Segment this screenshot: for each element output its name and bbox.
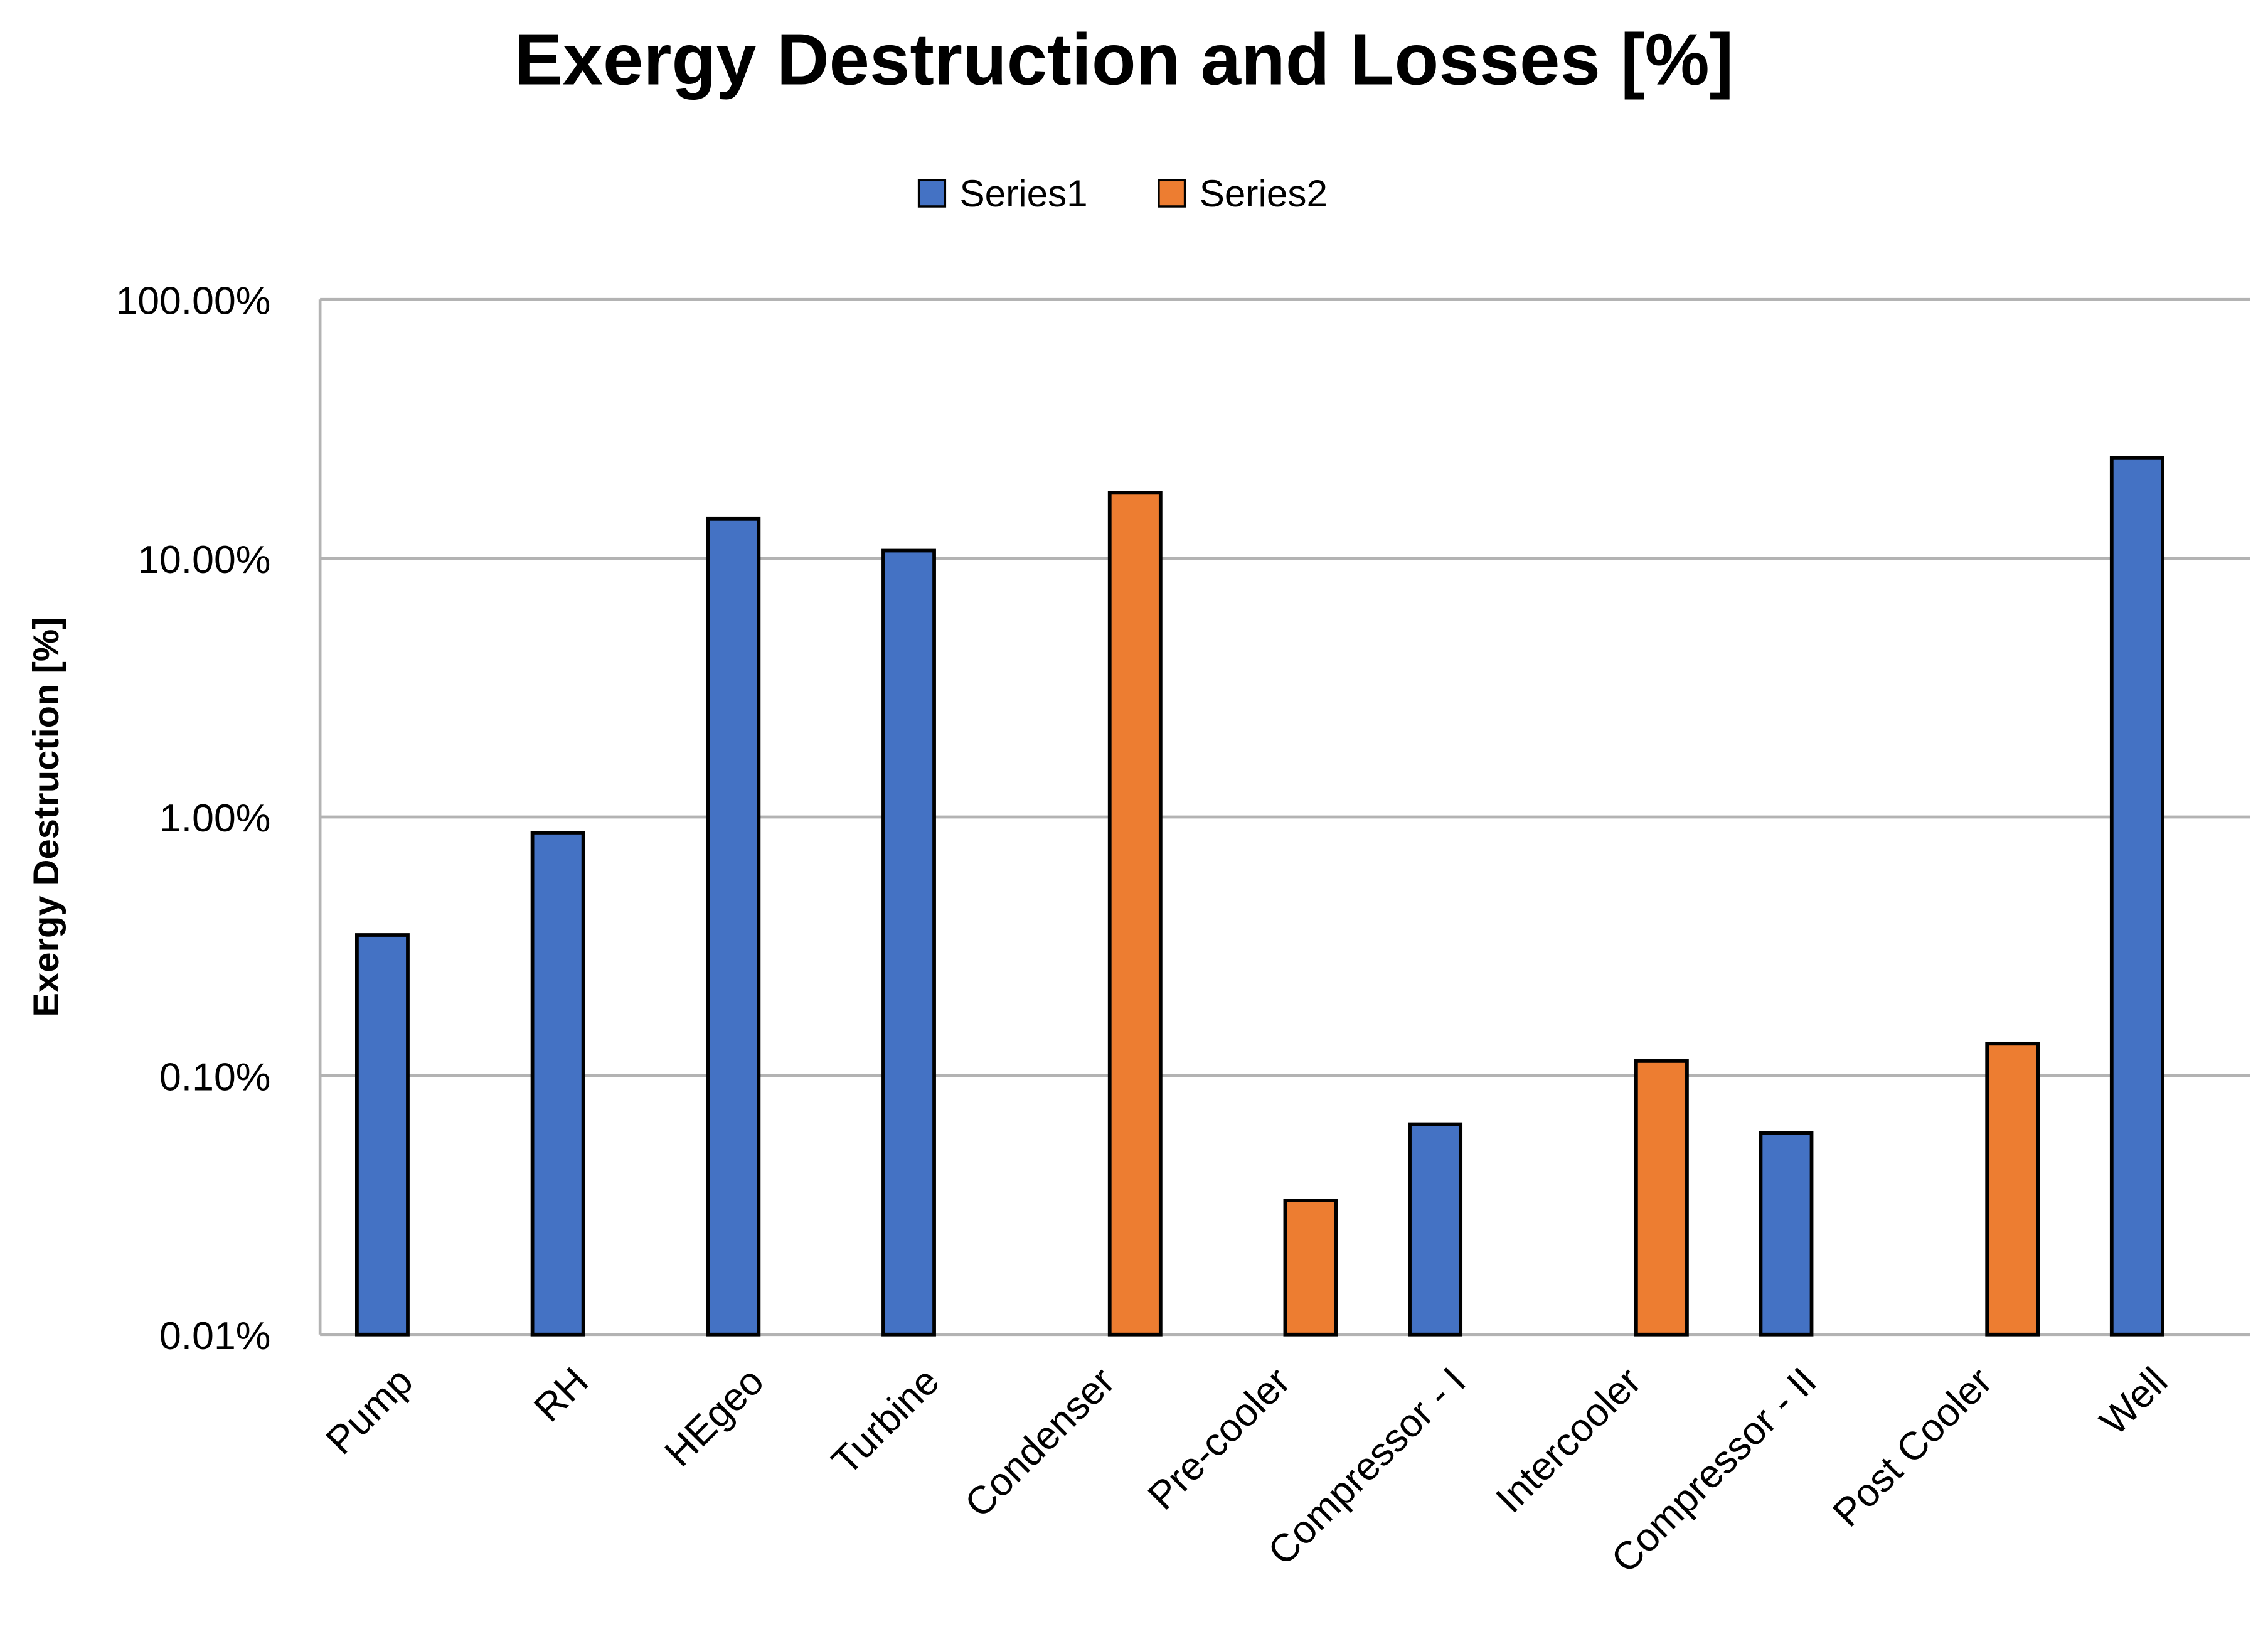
bar-series2-pre-cooler	[1283, 1199, 1338, 1337]
y-tick-label: 0.01%	[159, 1314, 270, 1358]
bar-series1-hegeo	[706, 516, 761, 1337]
y-axis-label: Exergy Destruction [%]	[26, 617, 67, 1017]
bar-series2-condenser	[1107, 491, 1163, 1337]
legend-label: Series1	[959, 172, 1087, 215]
bar-series1-compressor-i	[1408, 1122, 1463, 1337]
chart-title: Exergy Destruction and Losses [%]	[514, 18, 1733, 100]
x-tick-label: Intercooler	[1488, 1359, 1649, 1521]
bar-series1-well	[2109, 456, 2164, 1337]
bar-series1-rh	[530, 831, 585, 1337]
y-tick-label: 1.00%	[159, 796, 270, 840]
y-tick-label: 0.10%	[159, 1055, 270, 1099]
x-tick-label: HEgeo	[656, 1359, 772, 1475]
y-tick-label: 100.00%	[115, 279, 270, 323]
x-tick-label: Turbine	[824, 1359, 948, 1483]
x-tick-label: Post Cooler	[1824, 1359, 2001, 1535]
x-tick-label: RH	[526, 1359, 597, 1430]
x-tick-label: Well	[2092, 1359, 2176, 1444]
bar-series2-intercooler	[1634, 1059, 1689, 1337]
bar-series1-turbine	[881, 548, 936, 1337]
legend-swatch-series1	[917, 179, 947, 208]
bar-series1-compressor-ii	[1759, 1131, 1814, 1337]
x-tick-label: Condenser	[956, 1359, 1123, 1526]
x-tick-label: Pre-cooler	[1139, 1359, 1299, 1519]
bar-series1-pump	[354, 933, 410, 1337]
y-tick-label: 10.00%	[137, 538, 270, 582]
x-tick-label: Pump	[317, 1359, 421, 1463]
legend-swatch-series2	[1158, 179, 1186, 208]
bar-series2-post-cooler	[1985, 1042, 2040, 1337]
legend-label: Series2	[1200, 172, 1328, 215]
legend: Series1 Series2	[917, 172, 1328, 215]
